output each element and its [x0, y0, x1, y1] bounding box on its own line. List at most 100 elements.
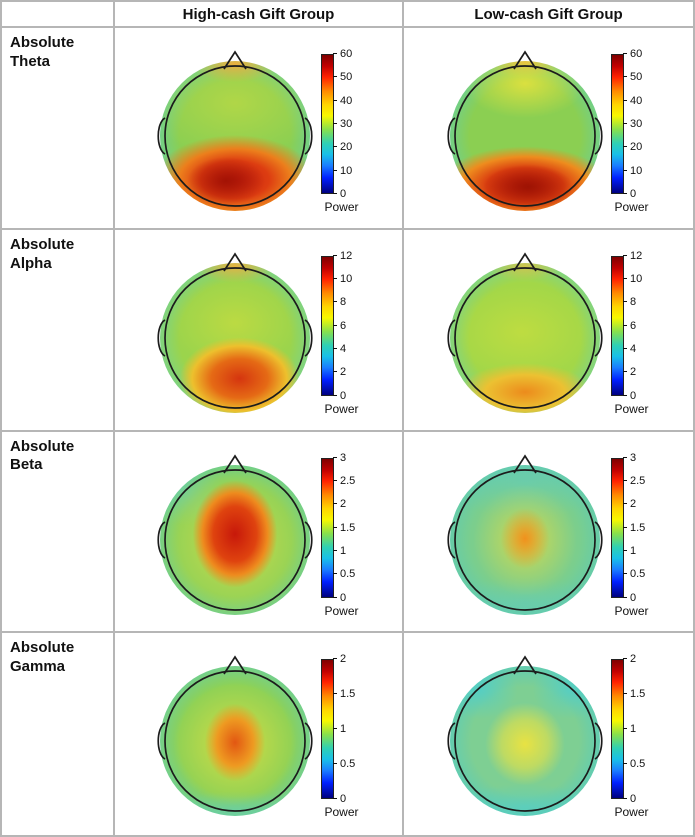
- scalp-circle: [164, 670, 306, 813]
- colorbar-ticks: 60 50 40 30 20 10 0: [622, 48, 652, 200]
- topomap-absolute-theta-high-cash-gift-group: 60 50 40 30 20 10 0 Power: [155, 28, 362, 214]
- scalp-circle: [454, 266, 596, 409]
- colorbar-tick-label: 6: [332, 319, 347, 332]
- colorbar-tick-label: 2.5: [622, 474, 646, 487]
- colorbar-ticks: 3 2.5 2 1.5 1 0.5 0: [622, 452, 652, 604]
- colorbar-tick-label: 0.5: [332, 758, 356, 771]
- colorbar-tick-label: 1: [332, 723, 347, 736]
- colorbar-tick-label: 1: [622, 544, 637, 557]
- left-ear-icon: [157, 520, 166, 559]
- colorbar: [611, 457, 624, 598]
- colorbar-tick-label: 0.5: [622, 568, 646, 581]
- panel-cell: 12 10 8 6 4 2 0 Power: [404, 229, 693, 432]
- colorbar-unit-label: Power: [324, 603, 359, 618]
- topomap: [445, 40, 605, 212]
- row-label-absolute-gamma: Absolute Gamma: [2, 633, 115, 835]
- colorbar-tick-label: 0: [332, 188, 347, 200]
- row-label-absolute-alpha: Absolute Alpha: [2, 229, 115, 432]
- colorbar-tick-label: 10: [332, 273, 353, 286]
- colorbar-group: 2 1.5 1 0.5 0 Power: [321, 645, 362, 819]
- nose-icon: [223, 655, 247, 675]
- topomap: [155, 444, 315, 616]
- head-outline: [157, 50, 313, 207]
- scalp-circle: [164, 65, 306, 207]
- colorbar-unit-label: Power: [614, 603, 649, 618]
- topomap: [445, 242, 605, 414]
- panel-cell: 2 1.5 1 0.5 0 Power: [115, 633, 404, 835]
- colorbar-unit-label: Power: [324, 401, 359, 416]
- colorbar-group: 12 10 8 6 4 2 0 Power: [321, 242, 362, 416]
- right-ear-icon: [304, 722, 313, 760]
- right-ear-icon: [304, 117, 313, 155]
- colorbar-tick-label: 0: [622, 793, 637, 806]
- column-header-low-cash: Low-cash Gift Group: [404, 2, 693, 28]
- colorbar-tick-label: 20: [332, 141, 353, 154]
- colorbar-tick-label: 1.5: [332, 521, 356, 534]
- colorbar-group: 3 2.5 2 1.5 1 0.5 0 Power: [321, 444, 362, 618]
- left-ear-icon: [447, 319, 456, 357]
- colorbar-unit-label: Power: [614, 401, 649, 416]
- nose-icon: [223, 453, 247, 473]
- head-outline: [447, 252, 603, 409]
- scalp-circle: [454, 670, 596, 813]
- colorbar-tick-label: 1.5: [622, 688, 646, 701]
- colorbar-tick-label: 1.5: [332, 688, 356, 701]
- colorbar-unit-label: Power: [614, 200, 649, 214]
- colorbar-tick-label: 0: [332, 793, 347, 806]
- colorbar-tick-label: 12: [622, 249, 643, 262]
- colorbar-tick-label: 0: [622, 389, 637, 402]
- topomap-absolute-alpha-low-cash-gift-group: 12 10 8 6 4 2 0 Power: [445, 230, 652, 416]
- colorbar-tick-label: 2: [622, 653, 637, 666]
- topomap: [445, 444, 605, 616]
- colorbar-tick-label: 3: [622, 451, 637, 464]
- colorbar-tick-label: 1: [622, 723, 637, 736]
- colorbar-tick-label: 0.5: [332, 568, 356, 581]
- colorbar-tick-label: 2: [332, 498, 347, 511]
- colorbar-tick-label: 2: [622, 498, 637, 511]
- head-outline: [447, 655, 603, 813]
- topomap-absolute-beta-low-cash-gift-group: 3 2.5 2 1.5 1 0.5 0 Power: [445, 432, 652, 618]
- head-outline: [447, 453, 603, 611]
- colorbar: [611, 54, 624, 194]
- panel-cell: 3 2.5 2 1.5 1 0.5 0 Power: [404, 431, 693, 634]
- colorbar-tick-label: 0: [332, 591, 347, 604]
- colorbar-tick-label: 4: [332, 343, 347, 356]
- colorbar-ticks: 12 10 8 6 4 2 0: [622, 250, 652, 402]
- colorbar-ticks: 3 2.5 2 1.5 1 0.5 0: [332, 452, 362, 604]
- panel-cell: 60 50 40 30 20 10 0 Power: [115, 28, 404, 230]
- topomap-absolute-alpha-high-cash-gift-group: 12 10 8 6 4 2 0 Power: [155, 230, 362, 416]
- colorbar-unit-label: Power: [324, 200, 359, 214]
- colorbar-tick-label: 2: [622, 366, 637, 379]
- colorbar-unit-label: Power: [324, 805, 359, 820]
- colorbar-tick-label: 60: [622, 48, 643, 60]
- colorbar-tick-label: 1.5: [622, 521, 646, 534]
- colorbar-group: 2 1.5 1 0.5 0 Power: [611, 645, 652, 819]
- nose-icon: [223, 252, 247, 272]
- panel-cell: 12 10 8 6 4 2 0 Power: [115, 229, 404, 432]
- column-header-high-cash: High-cash Gift Group: [115, 2, 404, 28]
- colorbar-tick-label: 4: [622, 343, 637, 356]
- topomap-absolute-gamma-low-cash-gift-group: 2 1.5 1 0.5 0 Power: [445, 633, 652, 819]
- colorbar: [321, 54, 334, 194]
- head-outline: [157, 252, 313, 409]
- topomap: [155, 242, 315, 414]
- colorbar: [611, 255, 624, 396]
- right-ear-icon: [594, 319, 603, 357]
- left-ear-icon: [157, 722, 166, 760]
- topomap: [155, 645, 315, 817]
- colorbar-tick-label: 0: [622, 591, 637, 604]
- panel-cell: 2 1.5 1 0.5 0 Power: [404, 633, 693, 835]
- colorbar-group: 60 50 40 30 20 10 0 Power: [321, 40, 362, 214]
- scalp-circle: [164, 468, 306, 611]
- colorbar-tick-label: 1: [332, 544, 347, 557]
- colorbar-ticks: 12 10 8 6 4 2 0: [332, 250, 362, 402]
- left-ear-icon: [157, 319, 166, 357]
- colorbar-tick-label: 20: [622, 141, 643, 154]
- scalp-circle: [454, 65, 596, 207]
- colorbar-tick-label: 40: [332, 94, 353, 107]
- colorbar-tick-label: 10: [332, 164, 353, 177]
- scalp-circle: [454, 468, 596, 611]
- nose-icon: [513, 453, 537, 473]
- row-label-text: Absolute Alpha: [10, 235, 75, 272]
